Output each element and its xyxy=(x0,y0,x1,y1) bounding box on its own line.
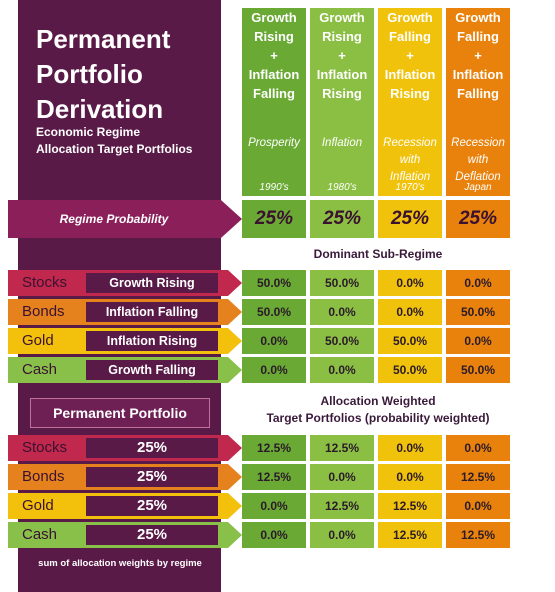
table-cell: 12.5% xyxy=(378,522,442,548)
table-cell: 0.0% xyxy=(310,464,374,490)
asset-sub-regime: Growth Falling xyxy=(86,360,218,380)
table-cell: 0.0% xyxy=(242,328,306,354)
table-cell: 50.0% xyxy=(446,357,510,383)
table-cell: 0.0% xyxy=(378,299,442,325)
table-cell: 50.0% xyxy=(378,328,442,354)
dominant-sub-regime-label: Dominant Sub-Regime xyxy=(313,247,443,261)
asset-sub-regime: Inflation Rising xyxy=(86,331,218,351)
table-cell: 0.0% xyxy=(242,357,306,383)
table-cell: 50.0% xyxy=(242,299,306,325)
regime-header-text: Growth Rising + Inflation Rising xyxy=(316,10,368,101)
asset-name: Cash xyxy=(22,526,58,543)
regime-era: 1970's xyxy=(395,182,425,193)
asset-name: Bonds xyxy=(22,468,65,485)
table-cell: 50.0% xyxy=(378,357,442,383)
regime-column-header: Growth Falling + Inflation Rising Recessi… xyxy=(378,8,442,196)
table-cell: 12.5% xyxy=(242,464,306,490)
regime-probability-value: 25% xyxy=(242,200,306,238)
asset-name: Gold xyxy=(22,332,54,349)
table-cell: 12.5% xyxy=(446,522,510,548)
regime-description: Prosperity xyxy=(248,137,300,149)
regime-description: Inflation xyxy=(321,137,363,149)
table-cell: 0.0% xyxy=(310,522,374,548)
table-cell: 12.5% xyxy=(310,493,374,519)
regime-probability-value: 25% xyxy=(310,200,374,238)
page-title: Permanent Portfolio Derivation xyxy=(36,24,171,124)
regime-era: Japan xyxy=(464,182,492,193)
table-cell: 0.0% xyxy=(242,522,306,548)
regime-column-header: Growth Rising + Inflation Falling Prosper… xyxy=(242,8,306,196)
regime-header-text: Growth Falling + Inflation Falling xyxy=(452,10,504,101)
regime-description: Recession with Deflation xyxy=(451,137,505,183)
table-cell: 0.0% xyxy=(310,299,374,325)
table-cell: 0.0% xyxy=(378,464,442,490)
asset-sub-regime: Growth Rising xyxy=(86,273,218,293)
regime-header-text: Growth Falling + Inflation Rising xyxy=(384,10,436,101)
table-cell: 0.0% xyxy=(446,328,510,354)
allocation-weighted-label: Allocation Weighted Target Portfolios (p… xyxy=(266,394,490,425)
table-cell: 0.0% xyxy=(378,435,442,461)
asset-weight: 25% xyxy=(86,525,218,545)
regime-column-header: Growth Rising + Inflation Rising Inflatio… xyxy=(310,8,374,196)
table-cell: 0.0% xyxy=(446,493,510,519)
asset-name: Stocks xyxy=(22,439,68,456)
table-cell: 12.5% xyxy=(310,435,374,461)
asset-weight: 25% xyxy=(86,496,218,516)
table-cell: 0.0% xyxy=(242,493,306,519)
table-cell: 12.5% xyxy=(242,435,306,461)
permanent-portfolio-label: Permanent Portfolio xyxy=(30,398,210,428)
table-cell: 0.0% xyxy=(378,270,442,296)
table-cell: 50.0% xyxy=(446,299,510,325)
table-cell: 50.0% xyxy=(242,270,306,296)
table-cell: 0.0% xyxy=(310,357,374,383)
table-cell: 50.0% xyxy=(310,270,374,296)
regime-era: 1990's xyxy=(259,182,289,193)
page-subtitle: Economic Regime Allocation Target Portfo… xyxy=(36,125,193,156)
asset-name: Bonds xyxy=(22,303,65,320)
table-cell: 0.0% xyxy=(446,435,510,461)
asset-name: Cash xyxy=(22,361,58,378)
regime-era: 1980's xyxy=(327,182,357,193)
table-cell: 0.0% xyxy=(446,270,510,296)
table-cell: 12.5% xyxy=(378,493,442,519)
regime-header-text: Growth Rising + Inflation Falling xyxy=(248,10,300,101)
regime-probability-value: 25% xyxy=(446,200,510,238)
table-cell: 12.5% xyxy=(446,464,510,490)
asset-weight: 25% xyxy=(86,438,218,458)
footnote: sum of allocation weights by regime xyxy=(38,558,202,569)
asset-weight: 25% xyxy=(86,467,218,487)
regime-probability-label: Regime Probability xyxy=(8,200,242,238)
regime-description: Recession with Inflation xyxy=(383,137,437,183)
asset-sub-regime: Inflation Falling xyxy=(86,302,218,322)
regime-probability-value: 25% xyxy=(378,200,442,238)
asset-name: Gold xyxy=(22,497,54,514)
asset-name: Stocks xyxy=(22,274,68,291)
regime-column-header: Growth Falling + Inflation Falling Recess… xyxy=(446,8,510,196)
table-cell: 50.0% xyxy=(310,328,374,354)
